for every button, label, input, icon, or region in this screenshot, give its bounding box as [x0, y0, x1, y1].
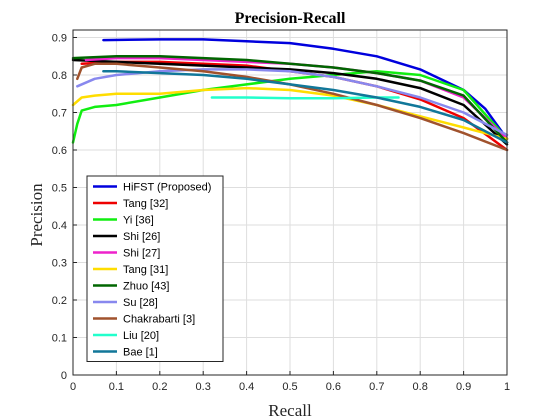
legend-label: Yi [36]: [123, 215, 154, 227]
legend-label: Su [28]: [123, 297, 158, 309]
x-tick-label: 0.2: [152, 381, 167, 393]
legend-label: Chakrabarti [3]: [123, 314, 195, 326]
y-axis-label: Precision: [27, 183, 46, 247]
y-tick-label: 0.7: [52, 108, 67, 120]
y-tick-label: 0.9: [52, 33, 67, 45]
y-tick-label: 0.2: [52, 295, 67, 307]
series-line-3: [71, 70, 509, 144]
y-tick-label: 0: [61, 370, 67, 382]
legend-label: Liu [20]: [123, 330, 159, 342]
x-tick-label: 1: [504, 381, 510, 393]
x-tick-label: 0.4: [239, 381, 254, 393]
series-layer: [71, 38, 509, 152]
series-line-11: [102, 70, 509, 144]
legend-label: Tang [32]: [123, 198, 168, 210]
y-tick-label: 0.6: [52, 145, 67, 157]
x-axis-label: Recall: [268, 401, 312, 420]
x-tick-label: 0: [70, 381, 76, 393]
x-tick-label: 0.1: [109, 381, 124, 393]
series-line-4: [71, 58, 509, 146]
y-tick-label: 0.1: [52, 333, 67, 345]
y-tick-label: 0.8: [52, 70, 67, 82]
x-tick-label: 0.9: [456, 381, 471, 393]
legend: HiFST (Proposed) Tang [32] Yi [36] Shi [26]…: [86, 175, 224, 362]
x-tick-label: 0.7: [369, 381, 384, 393]
series-line-6: [71, 86, 509, 141]
legend-label: Shi [27]: [123, 248, 160, 260]
legend-label: Shi [26]: [123, 231, 160, 243]
legend-label: Zhuo [43]: [123, 281, 169, 293]
x-tick-label: 0.8: [413, 381, 428, 393]
series-line-8: [76, 68, 509, 137]
legend-label: Tang [31]: [123, 264, 168, 276]
chart-title: Precision-Recall: [235, 10, 346, 27]
x-tick-label: 0.6: [326, 381, 341, 393]
legend-label: HiFST (Proposed): [123, 182, 211, 194]
legend-label: Bae [1]: [123, 347, 158, 359]
tick-layer: 0 0.1 0.2 0.3 0.4 0.5 0.6 0.7 0.8 0.9 1 0 0.1 0.2 0.3 0…: [52, 33, 510, 394]
y-tick-label: 0.5: [52, 183, 67, 195]
y-tick-label: 0.3: [52, 258, 67, 270]
x-tick-label: 0.5: [282, 381, 297, 393]
series-line-9: [76, 62, 509, 152]
series-line-7: [71, 55, 509, 144]
x-tick-label: 0.3: [196, 381, 211, 393]
y-tick-label: 0.4: [52, 220, 67, 232]
